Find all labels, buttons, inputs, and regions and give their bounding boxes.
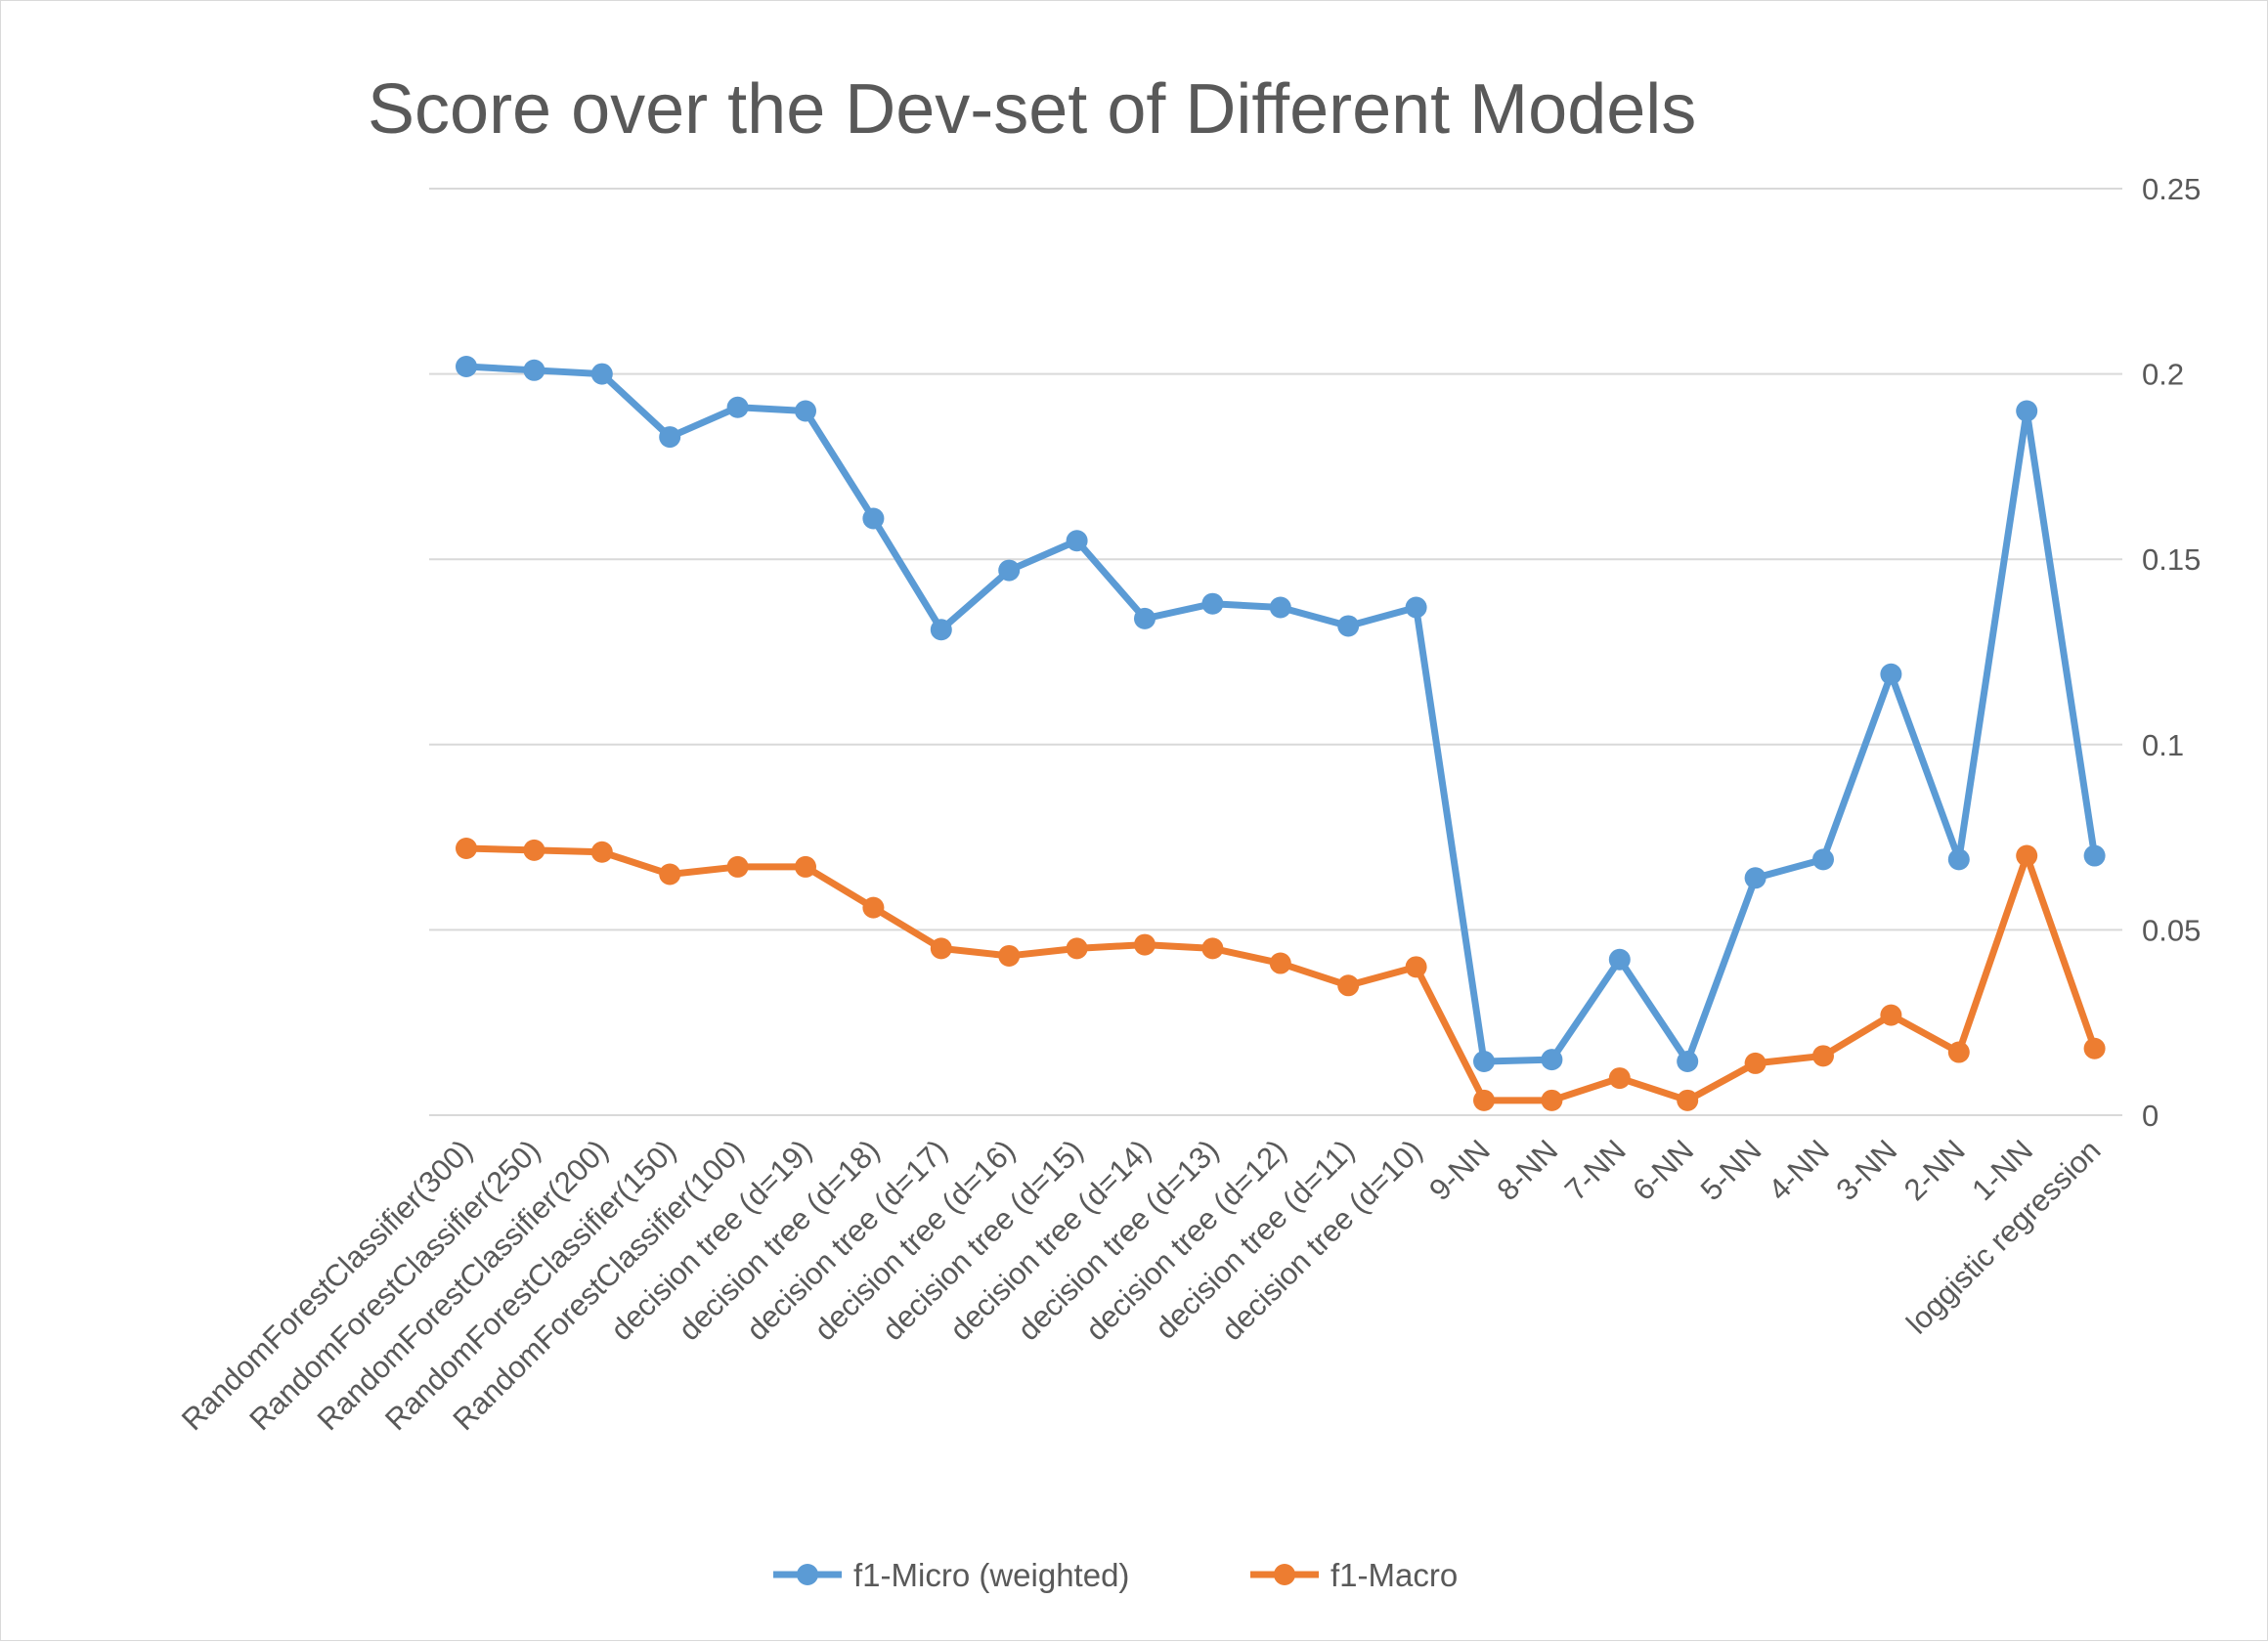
data-point	[1066, 530, 1088, 552]
x-tick-label: RandomForestClassifier(200)	[311, 1133, 615, 1437]
data-point	[659, 863, 681, 886]
data-point	[862, 896, 885, 919]
data-point	[1337, 615, 1360, 637]
chart-title: Score over the Dev-set of Different Mode…	[368, 70, 1696, 149]
gridlines	[429, 188, 2122, 1116]
legend-label: f1-Macro	[1330, 1557, 1458, 1593]
data-point	[1405, 596, 1427, 619]
x-tick-label: 3-NN	[1829, 1133, 1903, 1207]
data-point	[523, 359, 545, 381]
data-point	[862, 507, 885, 530]
data-point	[1405, 956, 1427, 978]
y-tick-label: 0.25	[2142, 172, 2201, 206]
data-point	[2016, 400, 2038, 422]
x-tick-label: 4-NN	[1762, 1133, 1836, 1207]
data-point	[998, 944, 1021, 967]
data-point	[456, 837, 477, 859]
data-point	[1812, 1045, 1834, 1067]
data-point	[930, 937, 952, 960]
data-point	[998, 559, 1021, 582]
data-point	[1134, 933, 1156, 956]
x-tick-label: 9-NN	[1422, 1133, 1497, 1207]
data-point	[1744, 1052, 1766, 1074]
data-point	[2083, 844, 2106, 867]
data-point	[1812, 848, 1834, 871]
y-tick-label: 0.1	[2142, 728, 2184, 762]
data-point	[1337, 974, 1360, 997]
data-point	[1947, 1041, 1970, 1063]
series-line	[462, 844, 2099, 1104]
legend-label: f1-Micro (weighted)	[853, 1557, 1129, 1593]
data-point	[523, 839, 545, 861]
x-tick-label: 2-NN	[1897, 1133, 1972, 1207]
data-point	[590, 841, 613, 863]
data-point	[1066, 937, 1088, 960]
legend-swatch-marker	[797, 1564, 818, 1585]
data-point	[1608, 1067, 1631, 1090]
data-point	[1880, 663, 1902, 685]
data-point	[1134, 607, 1156, 629]
data-point	[1608, 948, 1631, 971]
data-point	[1880, 1004, 1902, 1026]
data-point	[1677, 1089, 1699, 1111]
data-point	[726, 396, 749, 418]
data-point	[590, 363, 613, 385]
x-tick-label: 8-NN	[1490, 1133, 1564, 1207]
x-tick-label: 5-NN	[1694, 1133, 1768, 1207]
data-point	[1473, 1051, 1495, 1073]
legend-item[interactable]: f1-Macro	[1250, 1557, 1458, 1593]
data-point	[1201, 937, 1224, 960]
data-point	[1269, 952, 1291, 974]
data-point	[1947, 848, 1970, 871]
data-point	[1744, 867, 1766, 889]
y-tick-label: 0.15	[2142, 542, 2201, 577]
data-point	[795, 855, 816, 878]
data-point	[930, 619, 952, 641]
y-tick-label: 0.05	[2142, 913, 2201, 947]
data-point	[1201, 592, 1224, 615]
legend-swatch-marker	[1274, 1564, 1295, 1585]
data-point	[2016, 844, 2038, 867]
series-f1-macro	[456, 837, 2106, 1111]
x-tick-label: 6-NN	[1626, 1133, 1700, 1207]
data-point	[1541, 1049, 1563, 1071]
data-point	[1473, 1089, 1495, 1111]
data-point	[726, 855, 749, 878]
data-point	[795, 400, 816, 422]
data-point	[1541, 1089, 1563, 1111]
data-point	[1677, 1051, 1699, 1073]
series-layer	[456, 356, 2106, 1111]
legend[interactable]: f1-Micro (weighted) f1-Macro	[773, 1557, 1458, 1593]
x-tick-label: 7-NN	[1558, 1133, 1633, 1207]
data-point	[456, 356, 477, 378]
data-point	[1269, 596, 1291, 619]
x-axis-ticks: RandomForestClassifier(300)RandomForestC…	[175, 1133, 2108, 1437]
y-axis-ticks: 0 0.05 0.1 0.15 0.2 0.25	[2142, 172, 2201, 1133]
y-tick-label: 0.2	[2142, 358, 2184, 392]
data-point	[2083, 1037, 2106, 1059]
series-f1-micro	[456, 356, 2106, 1073]
y-tick-label: 0	[2142, 1099, 2159, 1133]
data-point	[659, 426, 681, 449]
legend-item[interactable]: f1-Micro (weighted)	[773, 1557, 1129, 1593]
